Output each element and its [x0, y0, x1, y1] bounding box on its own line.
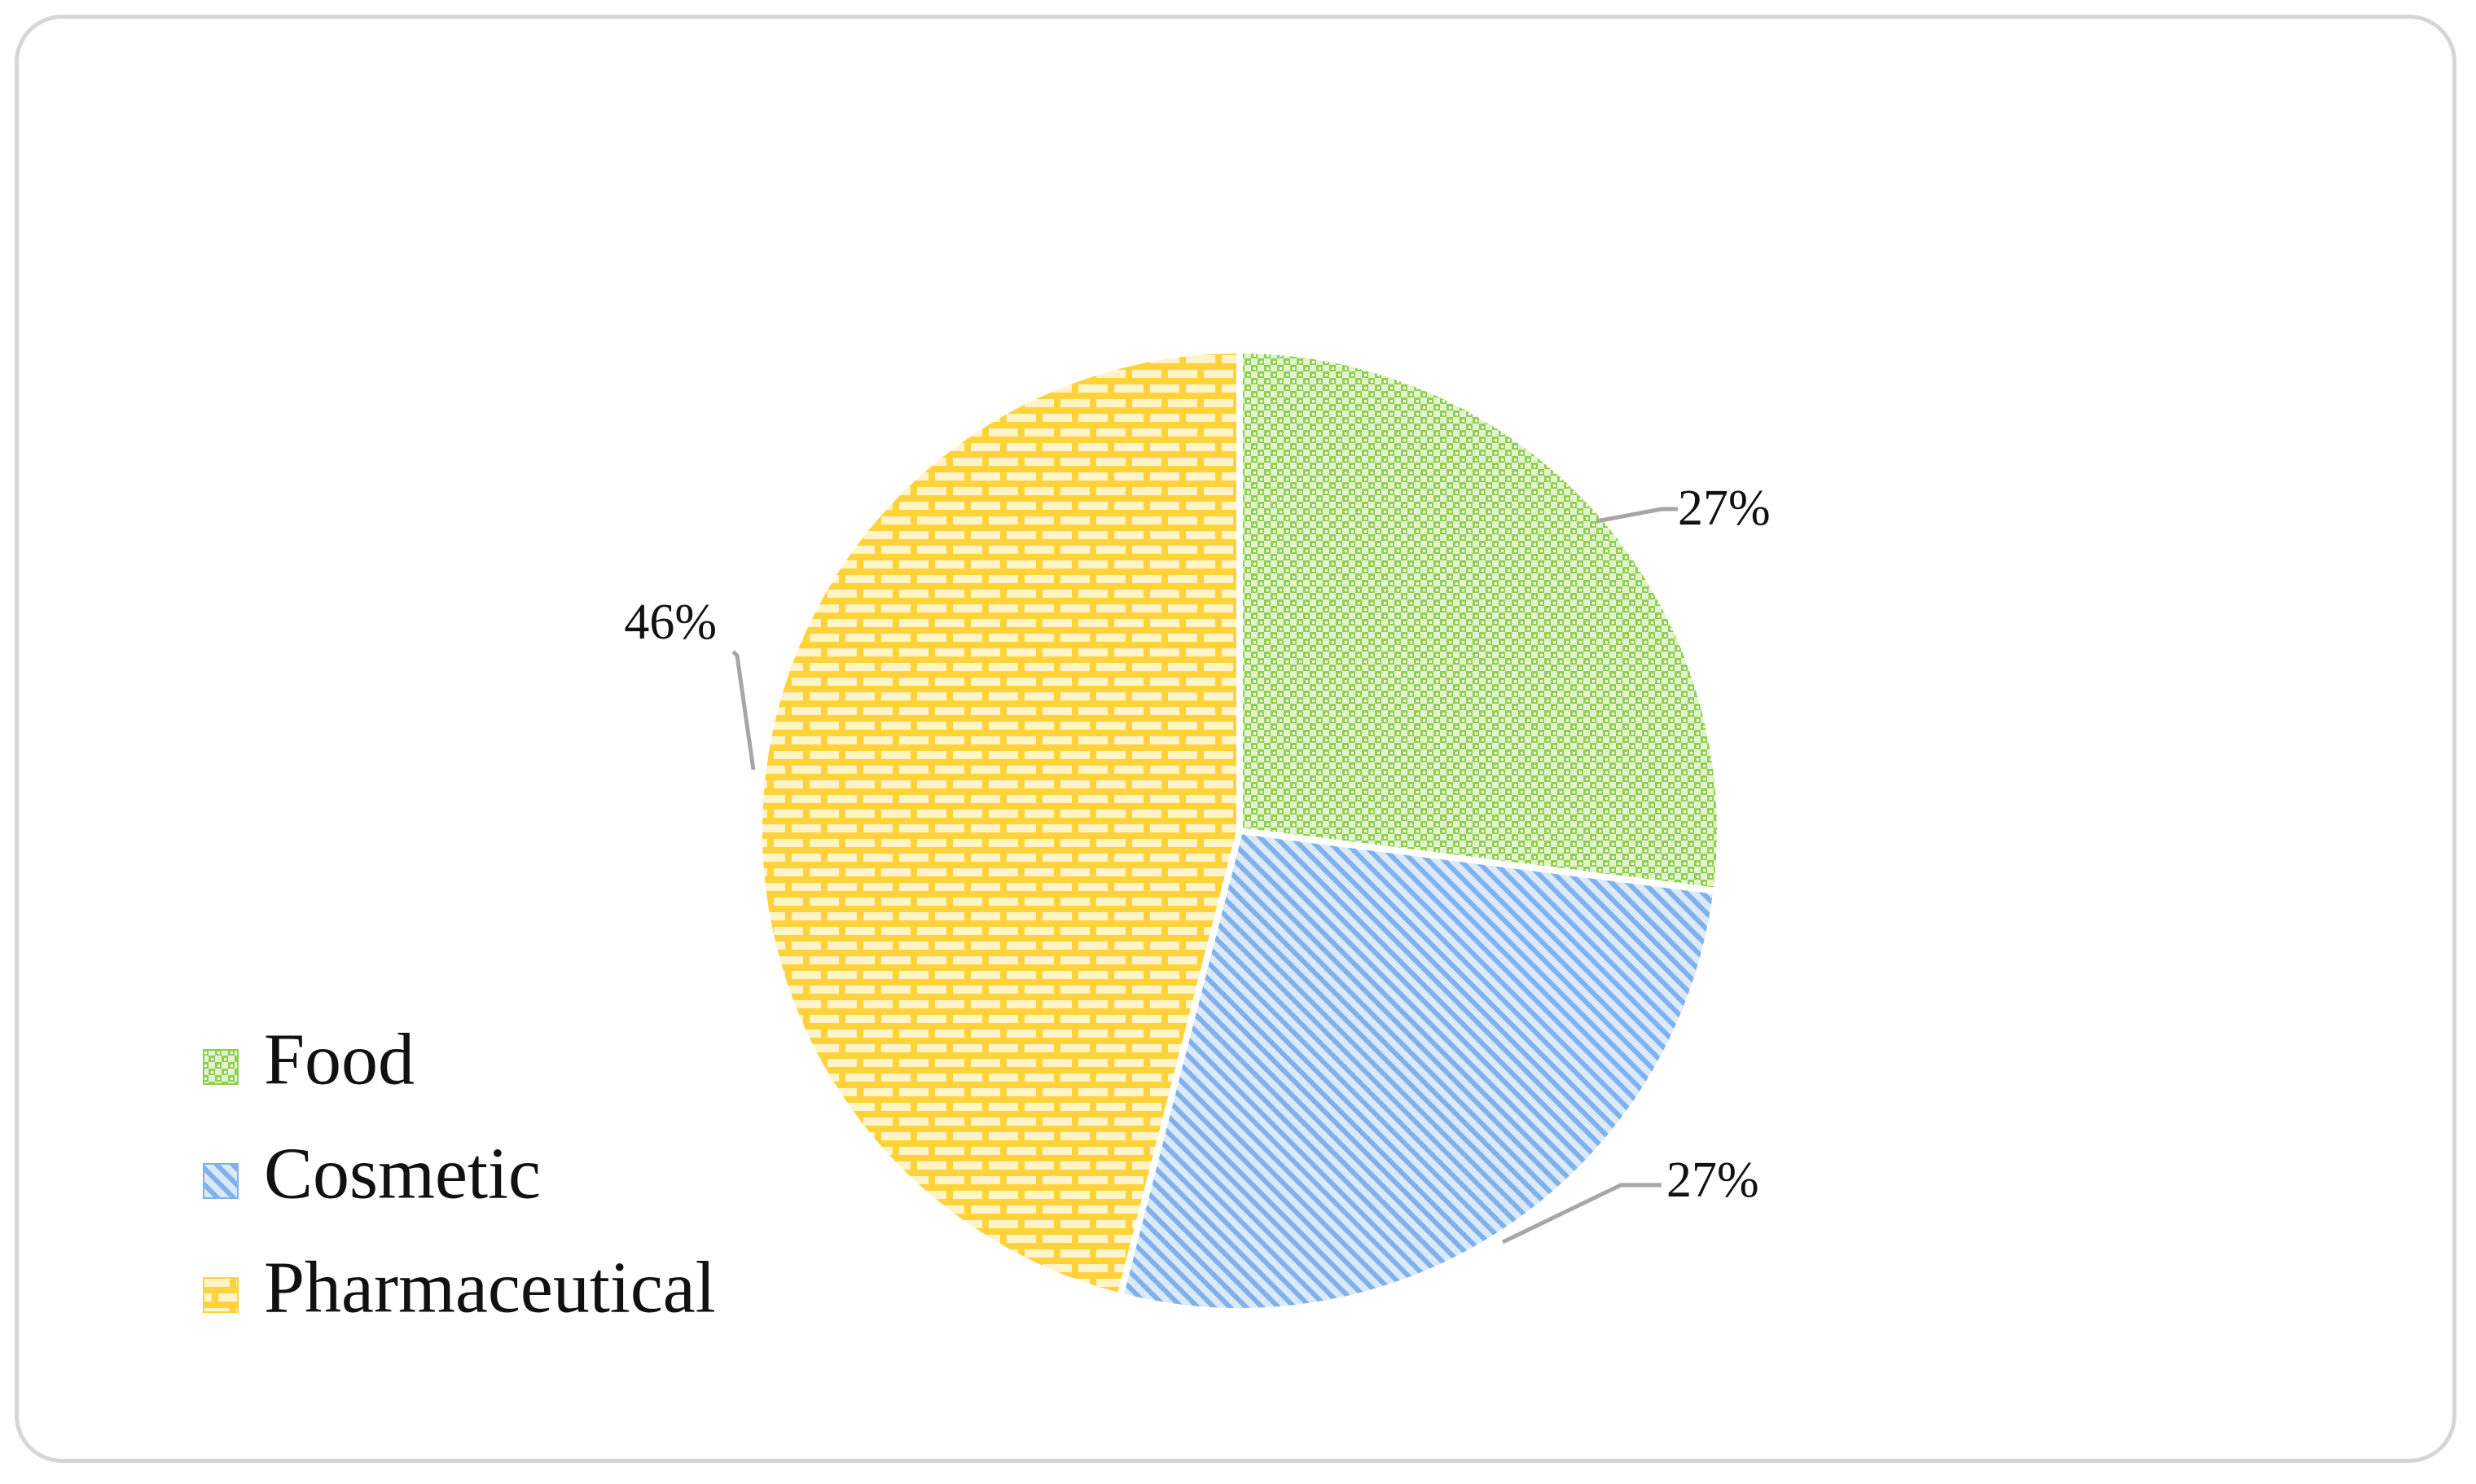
pie-slice-food [1236, 346, 1723, 895]
data-label-pharmaceutical: 46% [624, 595, 717, 650]
legend-label-pharmaceutical: Pharmaceutical [264, 1248, 716, 1328]
pie-slice-pharmaceutical [756, 346, 1243, 1301]
leader-line-cosmetic [1501, 1183, 1662, 1245]
leader-lines [731, 507, 1678, 1245]
leader-line-food [1596, 507, 1678, 524]
data-label-food: 27% [1678, 481, 1771, 536]
legend: Food Cosmetic Pharmaceutical [203, 1020, 716, 1328]
data-label-cosmetic: 27% [1666, 1153, 1759, 1208]
pie-slice-cosmetic [1116, 827, 1720, 1315]
data-labels: 27% 27% 46% [624, 481, 1770, 1208]
legend-swatch-cosmetic [203, 1163, 239, 1199]
legend-swatch-pharmaceutical [203, 1277, 239, 1313]
legend-swatch-food [203, 1049, 239, 1085]
legend-label-food: Food [264, 1020, 415, 1100]
legend-label-cosmetic: Cosmetic [264, 1134, 541, 1214]
leader-line-pharmaceutical [731, 650, 756, 771]
pie-slices [756, 346, 1723, 1315]
